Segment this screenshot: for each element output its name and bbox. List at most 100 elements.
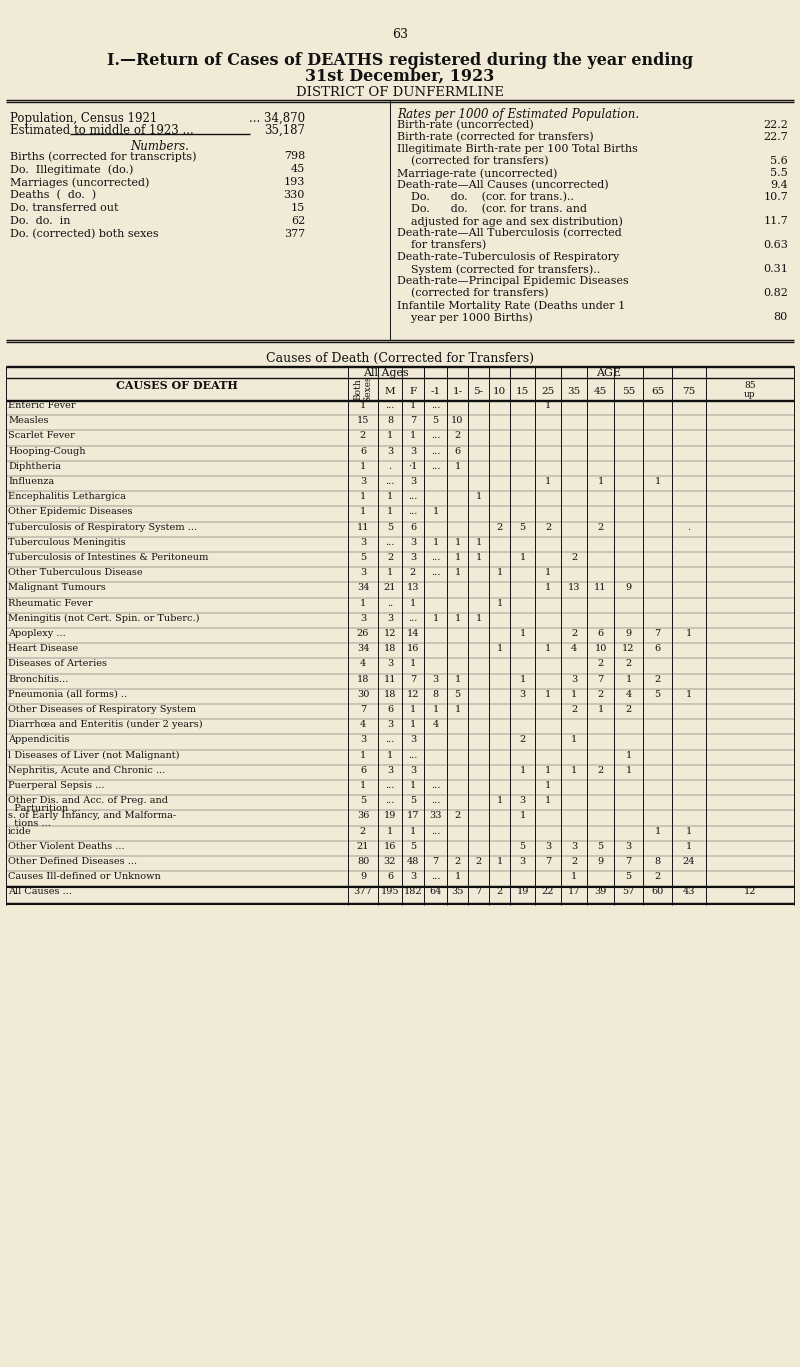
Text: ...: ... — [408, 614, 418, 623]
Text: 10: 10 — [594, 644, 606, 653]
Text: 3: 3 — [519, 857, 526, 867]
Text: 2: 2 — [454, 857, 461, 867]
Text: 9: 9 — [598, 857, 603, 867]
Text: Encephalitis Lethargica: Encephalitis Lethargica — [8, 492, 126, 502]
Text: 5: 5 — [654, 690, 661, 699]
Text: 330: 330 — [284, 190, 305, 200]
Text: 1: 1 — [571, 690, 577, 699]
Text: ...: ... — [431, 569, 440, 577]
Text: 1: 1 — [475, 492, 482, 502]
Text: 1: 1 — [454, 537, 461, 547]
Text: Causes of Death (Corrected for Transfers): Causes of Death (Corrected for Transfers… — [266, 351, 534, 365]
Text: All Ages: All Ages — [363, 368, 409, 379]
Text: 3: 3 — [545, 842, 551, 850]
Text: 1: 1 — [387, 507, 393, 517]
Text: Heart Disease: Heart Disease — [8, 644, 78, 653]
Text: 1: 1 — [496, 857, 502, 867]
Text: 3: 3 — [410, 872, 416, 882]
Text: 2: 2 — [598, 766, 604, 775]
Text: 1-: 1- — [453, 387, 462, 396]
Text: (corrected for transfers): (corrected for transfers) — [397, 156, 549, 167]
Text: 1: 1 — [496, 599, 502, 607]
Text: 8: 8 — [387, 416, 393, 425]
Text: 9.4: 9.4 — [770, 180, 788, 190]
Text: 5: 5 — [360, 796, 366, 805]
Text: ...: ... — [408, 492, 418, 502]
Text: 5: 5 — [387, 522, 393, 532]
Text: 3: 3 — [387, 659, 393, 668]
Text: 5: 5 — [454, 690, 461, 699]
Text: 1: 1 — [360, 599, 366, 607]
Text: Population, Census 1921: Population, Census 1921 — [10, 112, 158, 124]
Text: 1: 1 — [432, 507, 438, 517]
Text: 1: 1 — [545, 796, 551, 805]
Text: -1: -1 — [430, 387, 441, 396]
Text: 7: 7 — [654, 629, 661, 638]
Text: Do. transferred out: Do. transferred out — [10, 204, 118, 213]
Text: 0.82: 0.82 — [763, 288, 788, 298]
Text: ...: ... — [386, 537, 394, 547]
Text: 1: 1 — [519, 629, 526, 638]
Text: 2: 2 — [360, 827, 366, 835]
Text: 17: 17 — [406, 812, 419, 820]
Text: 1: 1 — [686, 629, 692, 638]
Text: 3: 3 — [360, 569, 366, 577]
Text: 1: 1 — [410, 720, 416, 729]
Text: 3: 3 — [360, 735, 366, 745]
Text: 1: 1 — [387, 492, 393, 502]
Text: 11: 11 — [594, 584, 606, 592]
Text: Meningitis (not Cert. Spin. or Tuberc.): Meningitis (not Cert. Spin. or Tuberc.) — [8, 614, 199, 623]
Text: 6: 6 — [360, 766, 366, 775]
Text: Both
Sexes: Both Sexes — [354, 376, 373, 402]
Text: 15: 15 — [516, 387, 529, 396]
Text: 1: 1 — [410, 432, 416, 440]
Text: 15: 15 — [357, 416, 369, 425]
Text: 5: 5 — [360, 554, 366, 562]
Text: 33: 33 — [430, 812, 442, 820]
Text: 35: 35 — [451, 887, 464, 897]
Text: Causes Ill-defined or Unknown: Causes Ill-defined or Unknown — [8, 872, 161, 882]
Text: 19: 19 — [516, 887, 529, 897]
Text: 3: 3 — [360, 537, 366, 547]
Text: 21: 21 — [384, 584, 396, 592]
Text: 1: 1 — [454, 554, 461, 562]
Text: 6: 6 — [387, 705, 393, 714]
Text: 35,187: 35,187 — [264, 124, 305, 137]
Text: ...: ... — [386, 735, 394, 745]
Text: 6: 6 — [654, 644, 661, 653]
Text: ...: ... — [386, 477, 394, 487]
Text: 16: 16 — [384, 842, 396, 850]
Text: 1: 1 — [545, 781, 551, 790]
Text: Parturition ...: Parturition ... — [8, 804, 81, 813]
Text: Death-rate—Principal Epidemic Diseases: Death-rate—Principal Epidemic Diseases — [397, 276, 629, 286]
Text: M: M — [385, 387, 395, 396]
Text: 195: 195 — [381, 887, 399, 897]
Text: 65: 65 — [651, 387, 664, 396]
Text: 35: 35 — [567, 387, 581, 396]
Text: 5: 5 — [433, 416, 438, 425]
Text: 4: 4 — [571, 644, 577, 653]
Text: Scarlet Fever: Scarlet Fever — [8, 432, 74, 440]
Text: year per 1000 Births): year per 1000 Births) — [397, 312, 533, 323]
Text: 1: 1 — [360, 492, 366, 502]
Text: 1: 1 — [410, 827, 416, 835]
Text: 12: 12 — [622, 644, 634, 653]
Text: 63: 63 — [392, 27, 408, 41]
Text: Hooping-Cough: Hooping-Cough — [8, 447, 86, 455]
Text: 4: 4 — [360, 659, 366, 668]
Text: 1: 1 — [545, 584, 551, 592]
Text: Diphtheria: Diphtheria — [8, 462, 61, 470]
Text: 1: 1 — [410, 705, 416, 714]
Text: 1: 1 — [410, 659, 416, 668]
Text: 2: 2 — [387, 554, 393, 562]
Text: 3: 3 — [519, 690, 526, 699]
Text: Estimated to middle of 1923 ...: Estimated to middle of 1923 ... — [10, 124, 194, 137]
Text: Pneumonia (all forms) ..: Pneumonia (all forms) .. — [8, 690, 127, 699]
Text: Deaths  (  do.  ): Deaths ( do. ) — [10, 190, 96, 201]
Text: 1: 1 — [545, 401, 551, 410]
Text: 75: 75 — [682, 387, 696, 396]
Text: 10: 10 — [493, 387, 506, 396]
Text: ...: ... — [431, 432, 440, 440]
Text: 2: 2 — [571, 629, 577, 638]
Text: ·1: ·1 — [408, 462, 418, 470]
